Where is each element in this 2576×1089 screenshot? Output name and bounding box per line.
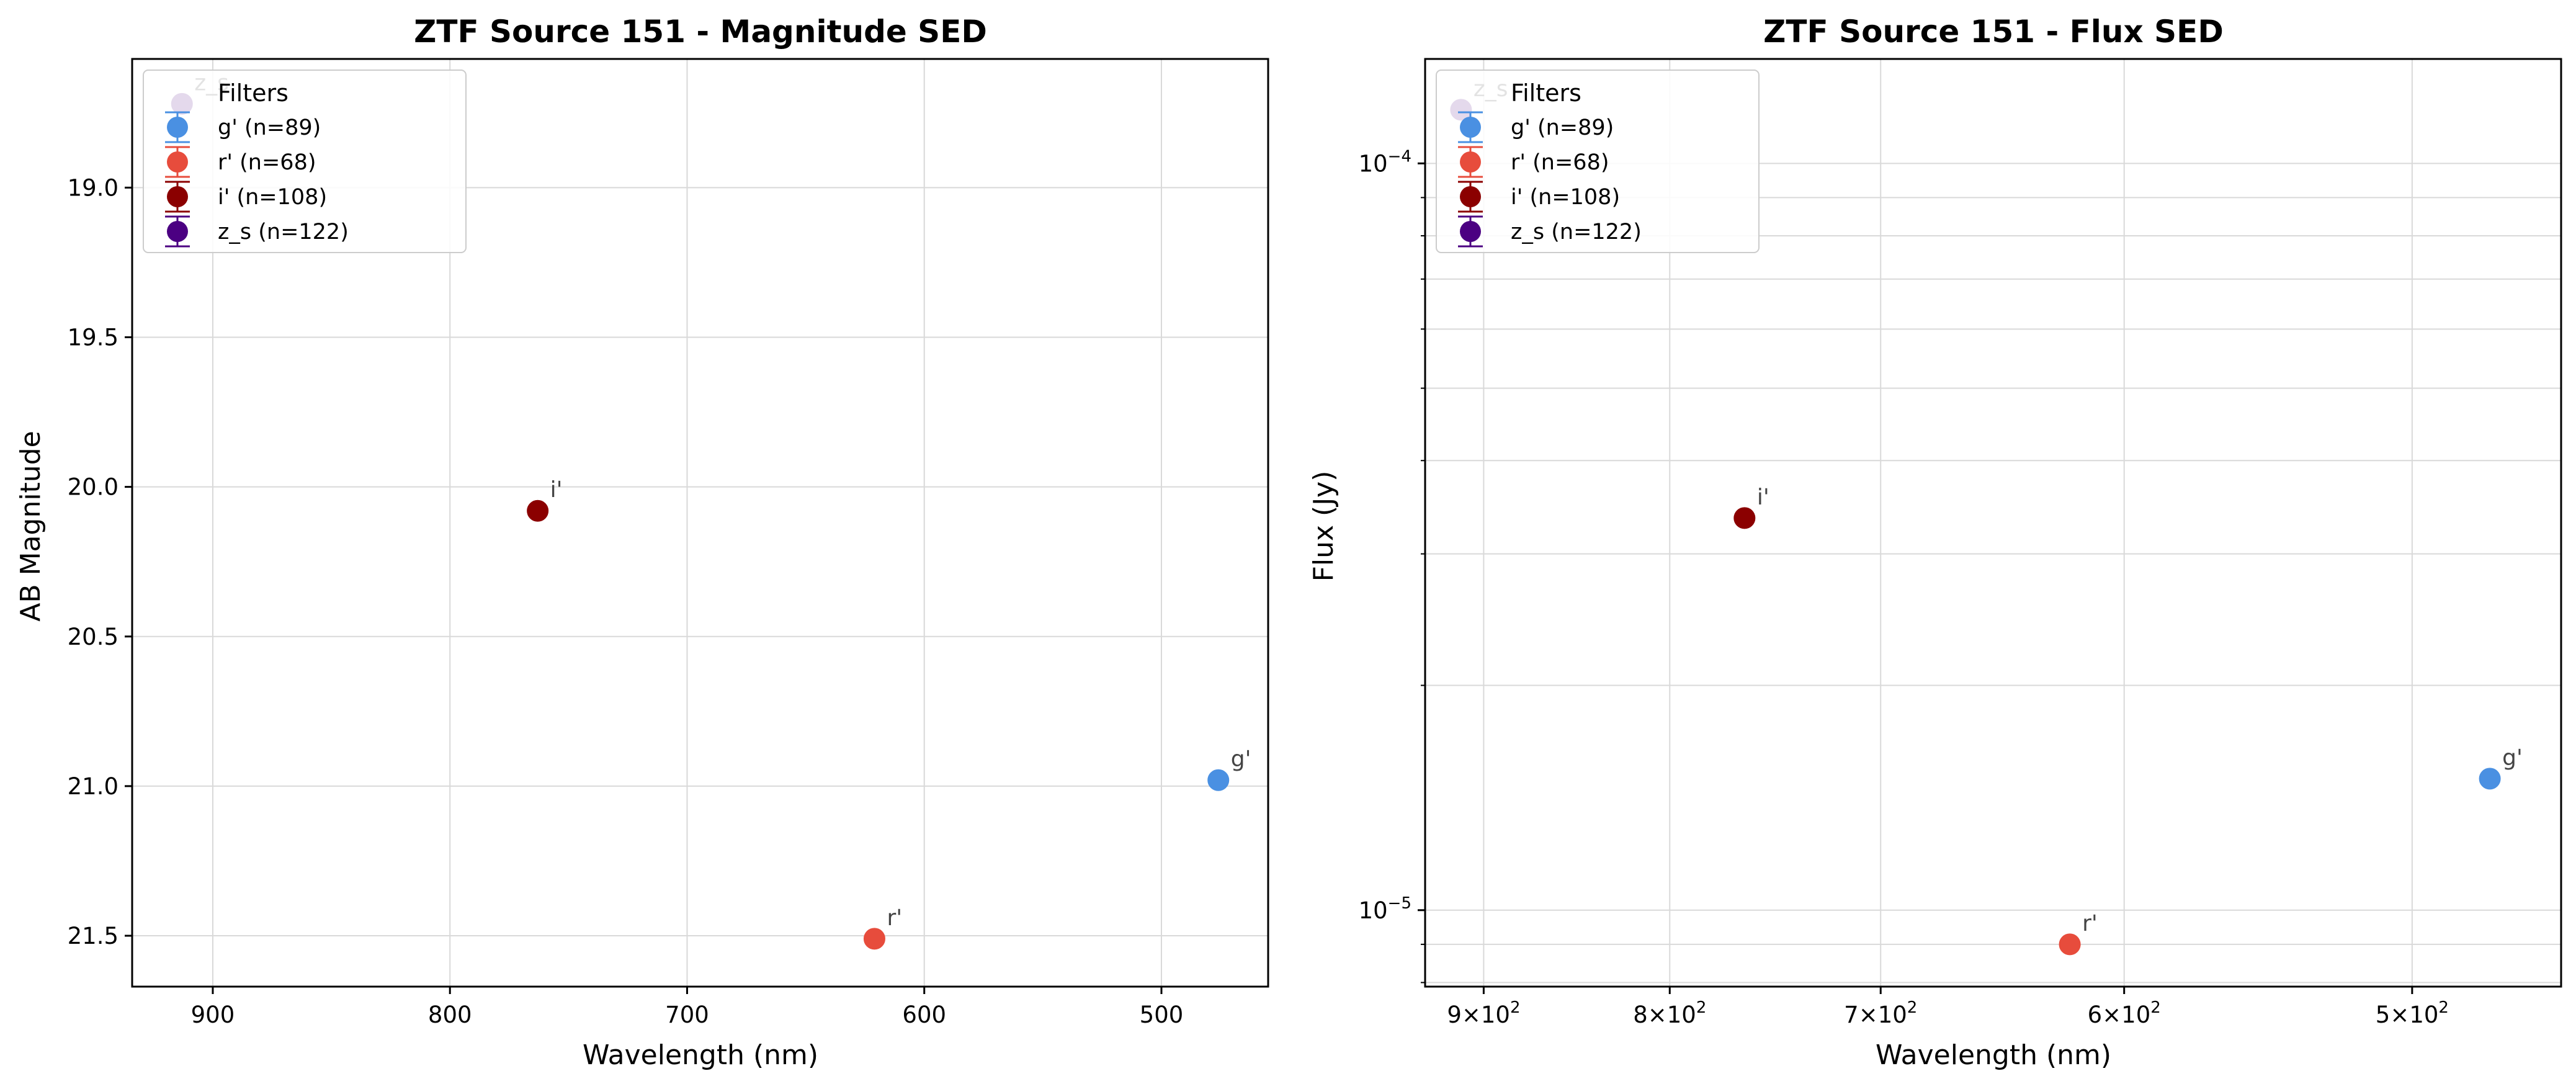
flux-sed-panel: ZTF Source 151 - Flux SED Wavelength (nm… [1308, 14, 2562, 1071]
marker [2059, 933, 2081, 956]
point-label: r' [887, 905, 902, 931]
x-tick-label: 5×102 [2376, 998, 2449, 1028]
x-tick-label: 800 [428, 1002, 472, 1028]
flux-x-axis-label: Wavelength (nm) [1876, 1039, 2111, 1071]
point-label: g' [2502, 745, 2523, 771]
y-tick-label: 19.0 [68, 174, 119, 201]
legend-marker [167, 221, 188, 242]
point-r: r' [863, 905, 902, 950]
x-tick-label: 700 [665, 1002, 709, 1028]
legend-box [1436, 69, 1760, 253]
y-tick-label: 21.0 [68, 773, 119, 800]
y-tick-label: 10−4 [1359, 147, 1411, 177]
point-label: g' [1231, 746, 1251, 772]
legend-marker [167, 186, 188, 207]
legend-item-i: i' (n=108) [1458, 181, 1620, 213]
legend-marker [1460, 186, 1481, 207]
flux-y-axis-label: Flux (Jy) [1308, 471, 1339, 582]
legend-title: Filters [1511, 79, 1581, 107]
legend-label: r' (n=68) [1511, 150, 1609, 175]
point-i: i' [1733, 485, 1769, 529]
y-tick-label: 21.5 [68, 923, 119, 949]
legend-label: i' (n=108) [1511, 185, 1620, 210]
magnitude-axis-ticks: 500 600 700 800 900 19.0 19.5 20.0 20.5 21.0 21.5 [68, 174, 1184, 1028]
point-i: i' [527, 477, 563, 522]
legend-label: g' (n=89) [218, 115, 321, 140]
marker [1733, 507, 1756, 529]
legend-marker [1460, 221, 1481, 242]
magnitude-chart-title: ZTF Source 151 - Magnitude SED [414, 14, 987, 50]
marker [527, 500, 549, 522]
point-label: i' [1757, 485, 1769, 510]
legend-item-i: i' (n=108) [165, 181, 327, 213]
magnitude-gridlines [132, 59, 1268, 987]
y-tick-label: 10−5 [1359, 894, 1411, 924]
magnitude-legend: Filters g' (n=89) r' (n=68) i' (n=108) z_s (… [143, 69, 467, 253]
legend-label: i' (n=108) [218, 185, 327, 210]
marker [863, 928, 885, 950]
marker [2479, 768, 2501, 790]
legend-marker [167, 151, 188, 173]
legend-item-g: g' (n=89) [165, 111, 321, 143]
legend-marker [1460, 151, 1481, 173]
legend-label: z_s (n=122) [218, 220, 349, 244]
legend-marker [1460, 117, 1481, 138]
point-r: r' [2059, 911, 2098, 956]
y-tick-label: 20.0 [68, 474, 119, 501]
x-tick-label: 8×102 [1633, 998, 1706, 1028]
y-tick-label: 20.5 [68, 624, 119, 650]
legend-label: r' (n=68) [218, 150, 316, 175]
x-tick-label: 900 [191, 1002, 235, 1028]
legend-item-g: g' (n=89) [1458, 111, 1614, 143]
x-tick-label: 600 [902, 1002, 946, 1028]
x-tick-label: 9×102 [1447, 998, 1520, 1028]
legend-item-r: r' (n=68) [165, 146, 316, 178]
legend-marker [167, 117, 188, 138]
marker [1207, 769, 1230, 791]
flux-chart-title: ZTF Source 151 - Flux SED [1763, 14, 2224, 50]
legend-item-r: r' (n=68) [1458, 146, 1609, 178]
point-label: r' [2082, 911, 2098, 936]
point-g: g' [2479, 745, 2523, 790]
y-tick-label: 19.5 [68, 325, 119, 351]
magnitude-y-axis-label: AB Magnitude [15, 431, 47, 621]
legend-title: Filters [218, 79, 288, 107]
x-tick-label: 6×102 [2088, 998, 2161, 1028]
flux-plot-frame [1424, 58, 2562, 988]
legend-item-z-s: z_s (n=122) [165, 215, 349, 248]
point-label: i' [550, 477, 563, 503]
magnitude-plot-frame [131, 58, 1269, 988]
flux-axis-ticks: 5×102 6×102 7×102 8×102 9×102 10−5 10−4 [1359, 147, 2449, 1028]
legend-item-z-s: z_s (n=122) [1458, 215, 1642, 248]
legend-label: z_s (n=122) [1511, 220, 1642, 244]
magnitude-x-axis-label: Wavelength (nm) [583, 1039, 818, 1071]
flux-gridlines [1425, 59, 2561, 987]
flux-legend: Filters g' (n=89) r' (n=68) i' (n=108) z_s (… [1436, 69, 1760, 253]
legend-box [143, 69, 467, 253]
legend-label: g' (n=89) [1511, 115, 1614, 140]
x-tick-label: 7×102 [1844, 998, 1917, 1028]
x-tick-label: 500 [1140, 1002, 1184, 1028]
magnitude-sed-panel: ZTF Source 151 - Magnitude SED Wavelengt… [15, 14, 1269, 1071]
point-g: g' [1207, 746, 1251, 791]
